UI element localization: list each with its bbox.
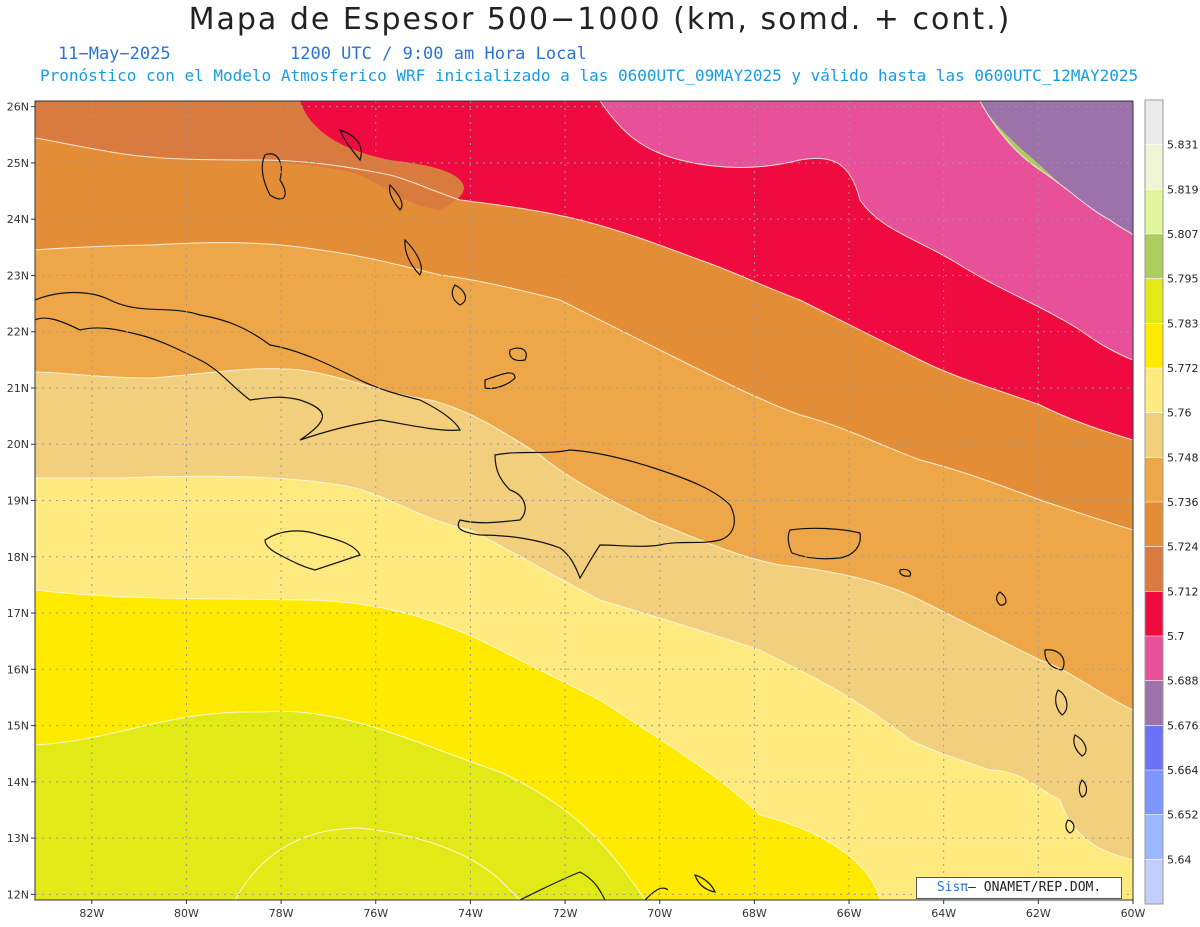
lesser-antilles-2 <box>996 591 1007 606</box>
colorbar-swatch <box>1145 770 1163 816</box>
lat-tick-label: 20N <box>7 438 29 451</box>
colorbar: 5.831 5.819 5.807 5.795 5.783 5.772 5.76 5.748 5… <box>1144 99 1199 905</box>
lon-tick-label: 70W <box>647 907 672 920</box>
bahamas-1 <box>261 153 286 200</box>
colorbar-label: 5.831 <box>1167 139 1199 152</box>
colorbar-label: 5.64 <box>1167 853 1192 866</box>
colorbar-swatch <box>1145 323 1163 369</box>
lat-tick-label: 13N <box>7 832 29 845</box>
south-america-coast <box>519 871 606 900</box>
colorbar-label: 5.772 <box>1167 362 1199 375</box>
colorbar-swatch <box>1145 636 1163 682</box>
colorbar-label: 5.7 <box>1167 630 1185 643</box>
model-info: Pronóstico con el Modelo Atmosferico WRF… <box>40 66 1139 85</box>
lesser-antilles-7 <box>1065 819 1075 834</box>
lat-tick-label: 19N <box>7 495 29 508</box>
lat-tick-label: 12N <box>7 888 29 901</box>
colorbar-swatch <box>1145 368 1163 414</box>
colorbar-label: 5.748 <box>1167 451 1199 464</box>
lon-tick-label: 74W <box>458 907 483 920</box>
lesser-antilles-3 <box>1044 649 1065 671</box>
colorbar-label: 5.652 <box>1167 809 1199 822</box>
forecast-time: 1200 UTC / 9:00 am Hora Local <box>290 44 587 64</box>
colorbar-swatch <box>1145 680 1163 726</box>
colorbar-swatch <box>1145 457 1163 503</box>
contour-lines <box>35 101 1133 900</box>
colorbar-label: 5.676 <box>1167 719 1199 732</box>
lon-tick-label: 62W <box>1026 907 1051 920</box>
colorbar-swatch <box>1145 189 1163 235</box>
colorbar-label: 5.736 <box>1167 496 1199 509</box>
venezuela-coast <box>644 887 669 900</box>
lat-tick-label: 26N <box>7 101 29 114</box>
colorbar-label: 5.712 <box>1167 585 1199 598</box>
bahamas-3 <box>388 183 403 211</box>
lat-tick-label: 24N <box>7 213 29 226</box>
lon-tick-label: 64W <box>931 907 956 920</box>
lesser-antilles-6 <box>1078 779 1088 798</box>
turks-caicos <box>509 347 527 362</box>
lat-tick-label: 25N <box>7 157 29 170</box>
colorbar-label: 5.795 <box>1167 273 1199 286</box>
lon-tick-label: 60W <box>1121 907 1146 920</box>
lat-tick-label: 17N <box>7 607 29 620</box>
colorbar-swatch <box>1145 278 1163 324</box>
colorbar-swatch <box>1145 546 1163 592</box>
colorbar-label: 5.819 <box>1167 183 1199 196</box>
lat-tick-label: 18N <box>7 551 29 564</box>
cuba-outline <box>35 291 461 441</box>
colorbar-swatch <box>1145 144 1163 190</box>
map-frame <box>34 100 1134 901</box>
lat-tick-label: 16N <box>7 663 29 676</box>
lesser-antilles-5 <box>1073 734 1087 757</box>
hispaniola-outline <box>457 449 735 580</box>
colorbar-label: 5.664 <box>1167 764 1199 777</box>
colorbar-swatch <box>1145 725 1163 771</box>
lat-tick-label: 15N <box>7 720 29 733</box>
lat-tick-label: 14N <box>7 776 29 789</box>
colorbar-swatch <box>1145 412 1163 458</box>
bahamas-2 <box>338 129 362 162</box>
lesser-antilles-1 <box>899 568 912 577</box>
colorbar-swatch <box>1145 502 1163 548</box>
lat-tick-label: 22N <box>7 326 29 339</box>
lon-tick-label: 80W <box>174 907 199 920</box>
bahamas-5 <box>451 284 467 306</box>
lat-lon-grid <box>35 101 1134 900</box>
lon-tick-label: 66W <box>837 907 862 920</box>
colorbar-swatch <box>1145 591 1163 637</box>
colorbar-swatch <box>1145 859 1163 905</box>
colorbar-label: 5.76 <box>1167 407 1192 420</box>
lesser-antilles-4 <box>1055 689 1068 716</box>
lon-tick-label: 82W <box>79 907 104 920</box>
curacao-aruba <box>694 874 717 893</box>
colorbar-label: 5.724 <box>1167 541 1199 554</box>
puerto-rico-outline <box>787 527 861 560</box>
lon-tick-label: 68W <box>742 907 767 920</box>
lon-tick-label: 72W <box>553 907 578 920</box>
colorbar-label: 5.807 <box>1167 228 1199 241</box>
colorbar-label: 5.783 <box>1167 317 1199 330</box>
lon-tick-label: 78W <box>269 907 294 920</box>
jamaica-outline <box>264 530 361 571</box>
forecast-date: 11−May−2025 <box>58 44 171 64</box>
lat-tick-label: 23N <box>7 269 29 282</box>
credit-brand: Sisπ <box>936 880 969 895</box>
map-title: Mapa de Espesor 500−1000 (km, somd. + co… <box>188 2 1012 37</box>
lon-tick-label: 76W <box>363 907 388 920</box>
credit-box: Sisπ– ONAMET/REP.DOM. <box>916 877 1122 899</box>
colorbar-swatch <box>1145 100 1163 146</box>
lat-tick-label: 21N <box>7 382 29 395</box>
colorbar-swatch <box>1145 814 1163 860</box>
credit-text: – ONAMET/REP.DOM. <box>968 880 1102 895</box>
colorbar-label: 5.688 <box>1167 675 1199 688</box>
colorbar-swatch <box>1145 234 1163 280</box>
coastlines <box>35 129 1088 900</box>
axis-ticks: 82W 80W 78W 76W 74W 72W 70W 68W 66W 64W 62W 60W 12N 1… <box>7 101 1146 920</box>
